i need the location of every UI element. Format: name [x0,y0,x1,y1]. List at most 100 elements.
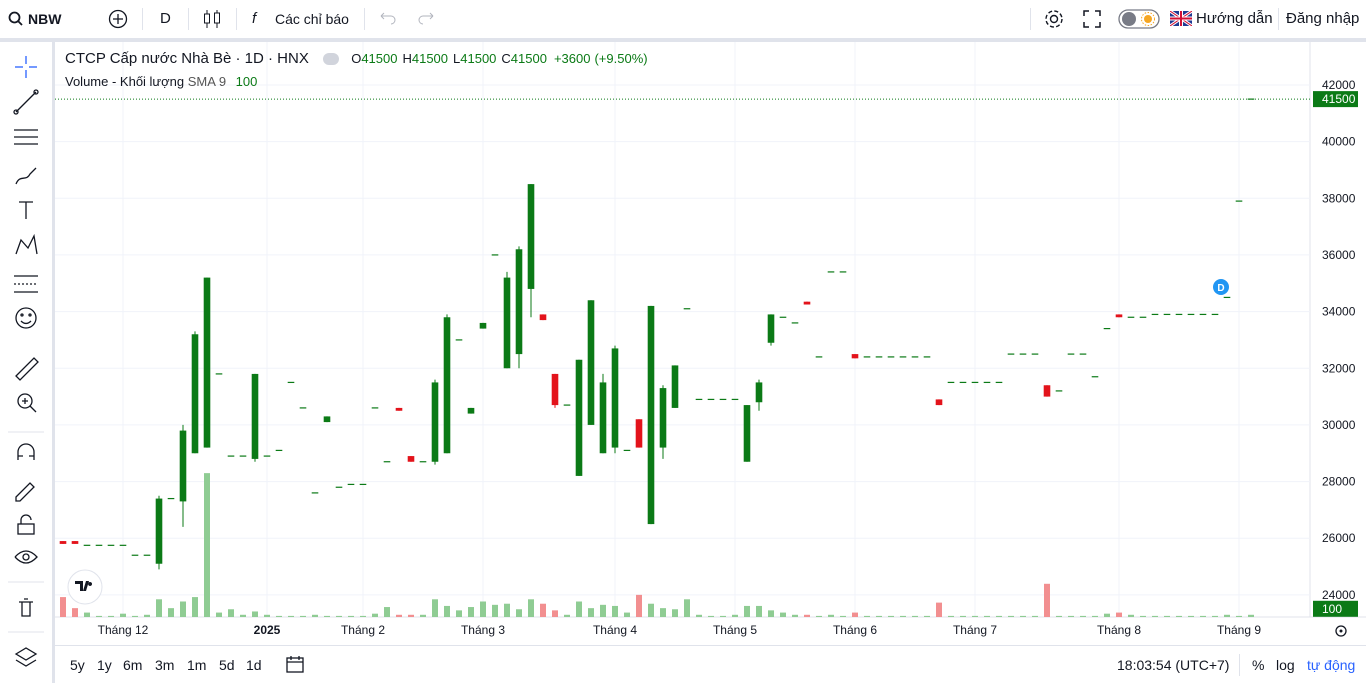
login[interactable]: Đăng nhập [1286,10,1360,27]
date-range-icon[interactable] [285,654,307,674]
crosshair-tool[interactable] [15,56,37,78]
volume-bar [216,612,222,617]
volume-bar [840,615,846,617]
volume-bar [1008,615,1014,617]
candle-body [791,322,799,324]
volume-bar [1032,615,1038,617]
volume-bar [1152,615,1158,617]
volume-bar [336,615,342,617]
volume-bar [312,614,318,617]
candle-body [947,381,955,384]
uk-flag[interactable] [1170,11,1192,26]
volume-bar [912,615,918,617]
candle-body [767,314,775,343]
volume-bar [816,615,822,617]
lines-tool[interactable] [14,129,38,145]
lock-draw-tool[interactable] [15,482,35,502]
candle-body [311,492,319,494]
volume-bar [756,605,762,617]
range-button[interactable]: 5y [70,657,85,673]
symbol[interactable]: NBW [28,11,62,27]
x-tick-label: Tháng 12 [98,623,149,637]
auto-toggle[interactable]: tự động [1307,657,1356,673]
volume-bar [132,615,138,617]
percent-toggle[interactable]: % [1252,657,1265,673]
interval[interactable]: D [160,10,171,27]
candle-body [599,382,607,454]
range-button[interactable]: 1m [187,657,207,673]
add-icon[interactable] [108,9,128,29]
volume-bar [768,610,774,617]
candle-body [1223,296,1231,299]
volume-bar [972,615,978,617]
guide[interactable]: Hướng dẫn [1196,10,1273,27]
volume-bar [108,615,114,617]
volume-bar [1056,615,1062,617]
volume-bar [492,604,498,617]
drawing-tools [8,56,44,667]
volume-bar [60,597,66,617]
zoom-tool[interactable] [17,393,37,413]
trend-line-tool[interactable] [13,89,39,115]
volume-bar [936,602,942,617]
volume-bar [876,615,882,617]
range-button[interactable]: 5d [219,657,235,673]
log-toggle[interactable]: log [1276,657,1295,673]
emoji-tool[interactable] [15,307,37,329]
volume-bar [84,612,90,617]
collapse-button[interactable] [323,53,340,66]
candle-body [1115,314,1123,318]
axis-settings-dot [1339,629,1343,633]
settings-icon[interactable] [1043,8,1065,30]
indicators[interactable]: Các chỉ báo [275,11,349,27]
candle-body [371,407,379,409]
volume-bar [72,608,78,617]
x-tick-label: Tháng 4 [593,623,637,637]
range-button[interactable]: 3m [155,657,175,673]
volume-bar [1116,612,1122,617]
pattern-tool[interactable] [15,233,38,255]
chart-type-icon[interactable] [202,8,222,30]
volume-bar [960,615,966,617]
volume-bar [228,609,234,617]
undo-redo[interactable] [378,11,438,27]
candle-body [1151,313,1159,316]
bottom-toolbar: 5y 1y 6m 3m 1m 5d 1d 18:03:54 (UTC+7) % log tự… [55,645,1366,684]
range-button[interactable]: 1y [97,657,112,673]
x-tick-label: Tháng 7 [953,623,997,637]
candle-body [647,305,655,525]
range-button[interactable]: 6m [123,657,143,673]
fullscreen-icon[interactable] [1083,10,1101,28]
magnet-tool[interactable] [17,443,35,460]
x-tick-label: Tháng 5 [713,623,757,637]
candle-body [887,356,895,358]
visibility-tool[interactable] [14,550,38,564]
volume-bar [552,610,558,617]
theme-toggle[interactable] [1118,9,1162,31]
volume-bar [744,605,750,617]
text-tool[interactable] [19,201,33,219]
range-button[interactable]: 1d [246,657,262,673]
candle-body [467,407,475,414]
volume-bar [720,615,726,617]
brush-tool[interactable] [15,167,37,185]
measure-tool[interactable] [15,357,39,381]
lock-tool[interactable] [17,514,35,535]
fx-icon[interactable]: f [252,10,257,27]
candle-body [203,277,211,448]
search-icon[interactable] [8,11,24,27]
event-marker-label: D [1217,283,1224,294]
volume-bar [1140,615,1146,617]
volume-bar [864,615,870,617]
candle-body [671,365,679,408]
layers-tool[interactable] [14,647,38,667]
candle-body [275,449,283,452]
chart-title: CTCP Cấp nước Nhà Bè · 1D · HNX [65,50,309,67]
volume-bar [732,614,738,617]
volume-bar [1188,615,1194,617]
forecast-tool[interactable] [14,275,38,293]
candle-body [347,483,355,486]
candle-body [1079,353,1087,355]
delete-tool[interactable] [19,598,33,617]
volume-bar [1200,615,1206,617]
